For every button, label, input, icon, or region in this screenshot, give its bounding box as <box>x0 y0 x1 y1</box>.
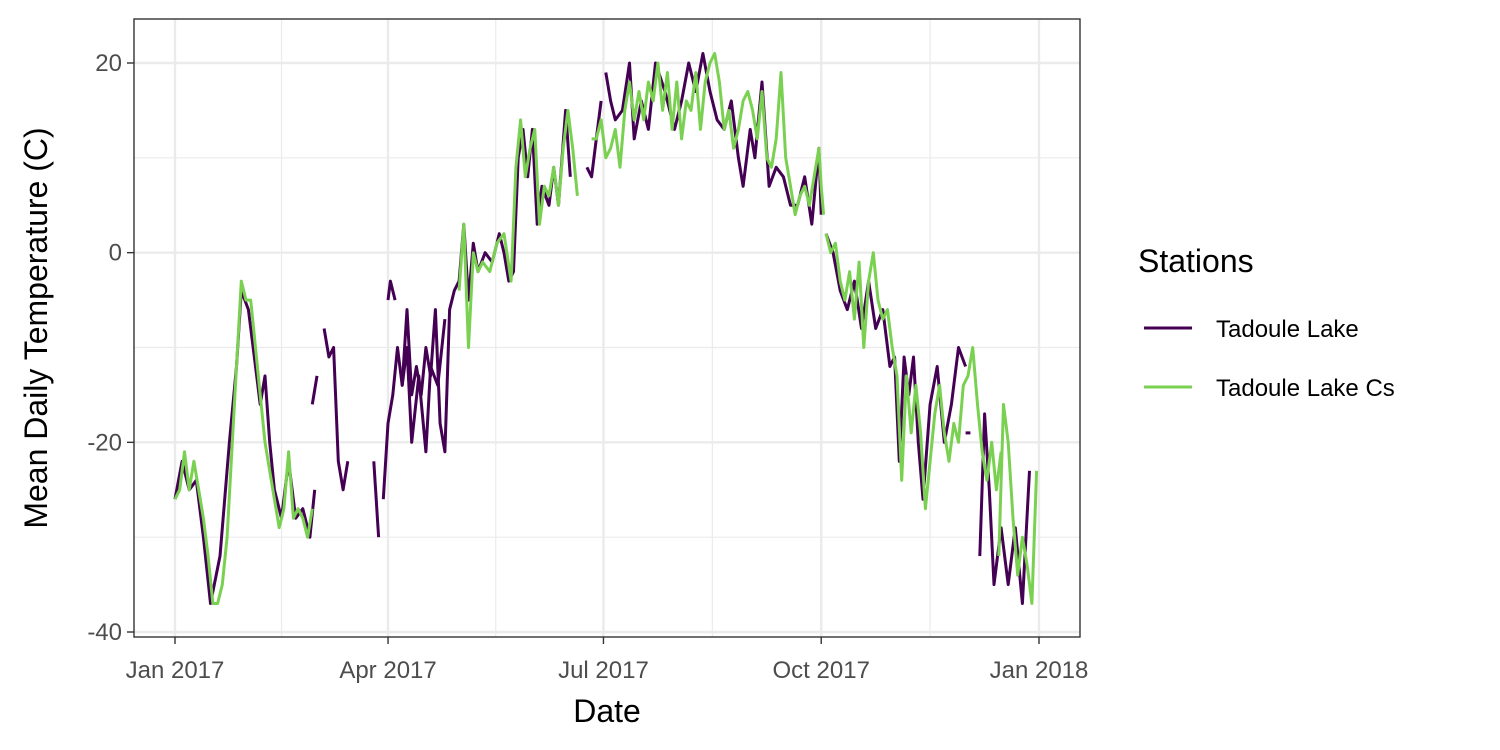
plot-panel-border <box>133 18 1081 638</box>
y-axis: -40 -20 0 20 <box>87 50 134 646</box>
y-tick-label: 0 <box>109 240 122 267</box>
x-axis: Jan 2017 Apr 2017 Jul 2017 Oct 2017 Jan 2018 <box>126 637 1089 684</box>
y-tick-label: -20 <box>87 429 122 456</box>
series-line-segment <box>386 279 397 301</box>
plot-panel <box>133 18 1081 638</box>
y-tick-label: -40 <box>87 619 122 646</box>
series-line-segment <box>997 402 1039 605</box>
legend-label-tadoule-lake-cs: Tadoule Lake Cs <box>1216 375 1395 402</box>
y-tick-label: 20 <box>95 50 122 77</box>
x-tick-label: Jan 2017 <box>126 657 225 684</box>
grid-major <box>134 19 1080 637</box>
grid-minor <box>134 19 1080 637</box>
plot-panel-background <box>134 19 1080 637</box>
series-line-segment <box>372 461 381 538</box>
series-line-segment <box>591 52 826 217</box>
legend-title: Stations <box>1138 243 1254 279</box>
series-line-segment <box>585 100 603 179</box>
x-tick-label: Jan 2018 <box>990 657 1089 684</box>
legend-label-tadoule-lake: Tadoule Lake <box>1216 316 1359 343</box>
series-tadoule-lake-cs <box>173 52 1039 605</box>
series-layer <box>173 52 1039 605</box>
x-axis-title: Date <box>573 693 641 729</box>
series-line-segment <box>310 375 319 405</box>
series-line-segment <box>173 279 314 605</box>
x-tick-label: Apr 2017 <box>339 657 436 684</box>
series-line-segment <box>604 52 823 226</box>
x-tick-label: Jul 2017 <box>558 657 649 684</box>
series-line-segment <box>457 108 579 349</box>
legend: Stations Tadoule Lake Tadoule Lake Cs <box>1138 243 1395 402</box>
series-line-segment <box>322 328 350 492</box>
x-tick-label: Oct 2017 <box>773 657 870 684</box>
series-line-segment <box>824 233 1003 511</box>
y-axis-title: Mean Daily Temperature (C) <box>18 127 54 528</box>
